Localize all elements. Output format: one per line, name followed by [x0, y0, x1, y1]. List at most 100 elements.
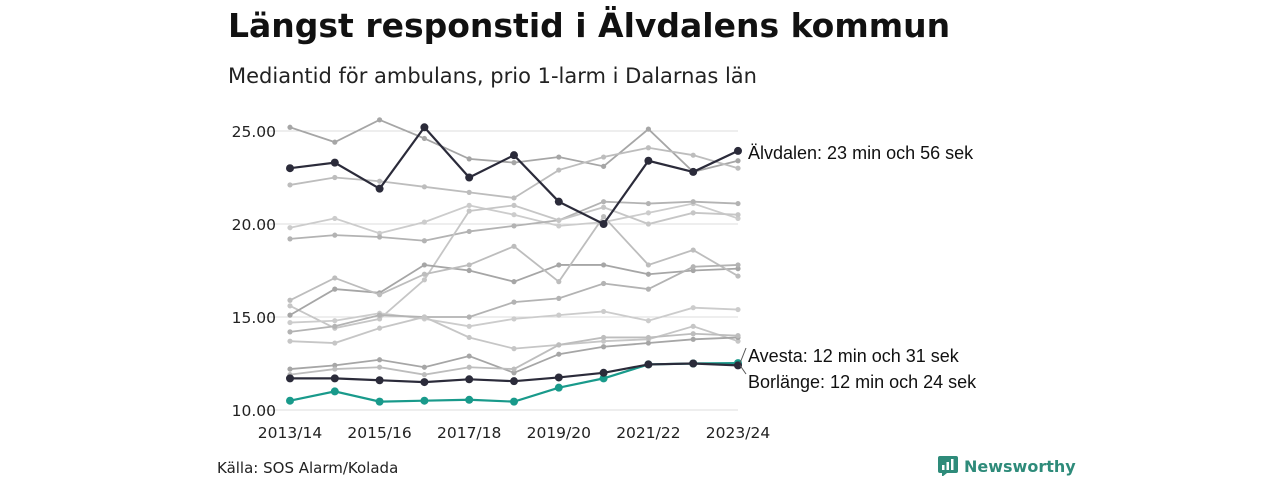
data-point [601, 213, 607, 220]
x-tick-label: 2021/22 [616, 424, 680, 442]
data-point [375, 184, 384, 193]
series-path [289, 263, 739, 316]
data-point [421, 372, 427, 378]
data-point [511, 366, 517, 372]
data-point [466, 323, 472, 329]
x-axis-ticks: 2013/14 2015/16 2017/18 2019/20 2021/22 2023/… [258, 424, 770, 442]
x-tick-label: 2013/14 [258, 424, 322, 442]
series-end-label: Älvdalen: 23 min och 56 sek [748, 143, 974, 163]
series-path [289, 264, 739, 333]
data-point [601, 199, 607, 205]
data-point [645, 221, 652, 227]
data-point [332, 275, 338, 281]
label-connector [739, 347, 747, 364]
data-point [287, 236, 293, 242]
data-point [599, 368, 608, 377]
data-point [332, 366, 338, 372]
x-tick-label: 2023/24 [706, 424, 770, 442]
data-point [287, 329, 293, 335]
data-point [286, 164, 294, 173]
data-point [601, 154, 607, 160]
data-point [554, 373, 563, 382]
data-point [421, 219, 427, 225]
source-note: Källa: SOS Alarm/Kolada [217, 459, 399, 477]
data-point [466, 314, 472, 320]
data-point [287, 303, 293, 309]
data-point [332, 362, 338, 368]
data-point [332, 215, 338, 222]
data-point [601, 334, 607, 341]
data-point [645, 340, 652, 346]
data-point [466, 228, 472, 235]
data-point [465, 375, 474, 384]
data-point [735, 333, 741, 339]
data-point [556, 295, 562, 301]
data-point [735, 338, 741, 344]
brand-logo: Newsworthy [938, 456, 1076, 476]
y-axis-ticks: 10.00 15.00 20.00 25.00 [232, 123, 276, 420]
data-point [287, 124, 293, 130]
data-point [421, 277, 427, 283]
data-point [420, 123, 429, 132]
data-point [287, 366, 293, 372]
data-point [689, 167, 698, 176]
data-point [645, 200, 652, 207]
data-point [511, 370, 517, 376]
background-series-line [287, 117, 741, 175]
data-point [466, 334, 472, 341]
data-point [599, 374, 608, 383]
data-point [466, 364, 472, 370]
data-point [690, 152, 696, 158]
series-path [289, 215, 739, 302]
background-series-line [287, 202, 741, 331]
data-point [511, 202, 517, 208]
data-point [421, 314, 427, 320]
data-point [332, 174, 338, 181]
data-point [377, 230, 383, 236]
data-point [330, 374, 339, 383]
data-point [689, 359, 698, 368]
data-point [466, 189, 472, 195]
data-point [377, 357, 383, 363]
y-tick-label: 10.00 [232, 402, 276, 420]
data-point [601, 338, 607, 344]
data-point [377, 316, 383, 322]
series-2 [286, 359, 742, 387]
y-tick-label: 20.00 [232, 216, 276, 234]
data-point [690, 247, 696, 253]
data-point [645, 126, 652, 132]
data-point [690, 210, 696, 216]
data-point [601, 308, 607, 315]
highlighted-series [286, 123, 742, 406]
brand-name: Newsworthy [964, 456, 1076, 476]
data-point [332, 139, 338, 145]
data-point [690, 267, 696, 274]
background-series-line [287, 331, 741, 378]
data-point [556, 312, 562, 318]
data-point [511, 316, 517, 322]
data-point [645, 318, 652, 324]
data-point [377, 292, 383, 298]
data-point [332, 323, 338, 329]
data-point [644, 156, 653, 165]
data-point [466, 353, 472, 359]
data-point [510, 151, 518, 160]
y-tick-label: 25.00 [232, 123, 276, 141]
data-point [287, 319, 293, 326]
data-point [511, 243, 517, 249]
data-point [601, 204, 607, 210]
data-point [377, 117, 383, 123]
data-point [556, 262, 562, 268]
data-point [601, 280, 607, 287]
data-point [420, 396, 429, 405]
data-point [421, 184, 427, 190]
data-point [511, 212, 517, 218]
data-point [511, 195, 517, 201]
data-point [556, 279, 562, 285]
chart-subtitle: Mediantid för ambulans, prio 1-larm i Da… [228, 64, 757, 88]
data-point [375, 397, 384, 406]
data-point [377, 312, 383, 318]
data-point [645, 210, 652, 216]
data-point [287, 225, 293, 231]
data-point [332, 318, 338, 324]
